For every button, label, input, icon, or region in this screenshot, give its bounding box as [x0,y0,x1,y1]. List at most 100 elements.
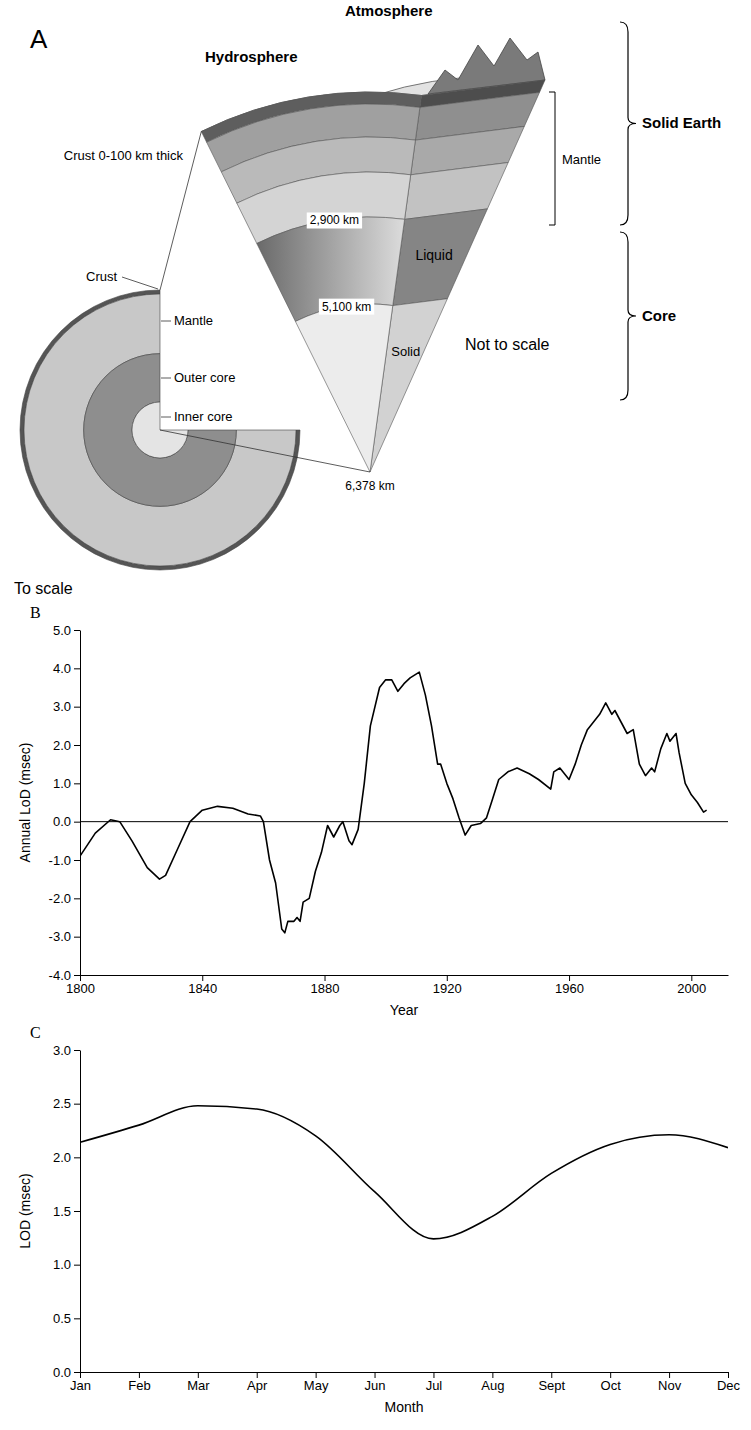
tick-label: 3.0 [53,1043,71,1058]
tick-label: 1880 [311,981,340,996]
axis: -4.0-3.0-2.0-1.00.01.02.03.04.05.0 [49,623,81,983]
x-tick: 1880 [311,975,340,996]
y-tick: 5.0 [53,623,80,638]
x-tick: Aug [481,1372,504,1393]
axis-title: Annual LoD (msec) [17,743,33,863]
leader-line [122,277,158,289]
tick-label: Jul [426,1378,443,1393]
tick-mark [74,745,80,746]
y-tick: 0.0 [53,814,80,829]
panel-label: A [30,24,48,54]
front-face-layer [295,304,392,472]
y-tick: 4.0 [53,661,80,676]
tick-mark [74,668,80,669]
y-tick: 2.5 [53,1096,80,1111]
tick-label: Nov [658,1378,682,1393]
axis-line [80,1051,81,1373]
layer-name: Mantle [174,313,213,328]
tick-label: 5.0 [53,623,71,638]
tick-mark [691,975,692,981]
layer-name: Inner core [174,409,233,424]
tick-mark [80,975,81,981]
tick-label: 0.0 [53,814,71,829]
y-tick: 3.0 [53,1043,80,1058]
y-tick: 3.0 [53,699,80,714]
x-tick: 2000 [677,975,706,996]
tick-mark [74,898,80,899]
tick-mark [198,1372,199,1378]
tick-label: Feb [128,1378,150,1393]
data-line [80,1106,728,1239]
tick-label: 2000 [677,981,706,996]
tick-label: 3.0 [53,699,71,714]
tick-label: Aug [481,1378,504,1393]
phase-label: Liquid [415,247,452,263]
chart-panel: 0.00.51.01.52.02.53.0JanFebMarAprMayJunJ… [17,1024,741,1415]
tick-mark [74,1157,80,1158]
y-tick: 1.0 [53,776,80,791]
tick-mark [492,1372,493,1378]
tick-mark [569,975,570,981]
x-tick: 1920 [433,975,462,996]
tick-mark [325,975,326,981]
axis-line [80,631,81,976]
tick-mark [433,1372,434,1378]
zoom-line [160,430,370,472]
x-tick: Oct [601,1372,622,1393]
tick-mark [139,1372,140,1378]
tick-mark [74,1372,80,1373]
x-tick: Mar [187,1372,210,1393]
tick-mark [74,937,80,938]
view-label: To scale [14,580,73,597]
leader-line [161,417,171,418]
leader-line [161,378,171,379]
tick-label: May [304,1378,329,1393]
axis-line [81,1372,729,1373]
y-tick: -3.0 [49,929,80,944]
tick-mark [257,1372,258,1378]
tick-label: 1800 [66,981,95,996]
tick-mark [551,1372,552,1378]
tick-mark [316,1372,317,1378]
tick-mark [74,1318,80,1319]
tick-label: 1960 [555,981,584,996]
tick-label: Sept [538,1378,565,1393]
tick-label: Dec [717,1378,741,1393]
brace [620,22,636,225]
tick-label: 0.0 [53,1365,71,1380]
tick-label: Mar [187,1378,210,1393]
side-face-layer [393,209,488,306]
leader-line [161,321,171,322]
tick-mark [728,1372,729,1378]
panel-label: B [30,604,41,621]
layer-name: Atmosphere [345,2,433,19]
group-label: Solid Earth [642,114,721,131]
layer-name: Crust 0-100 km thick [64,148,184,163]
layer-name: Hydrosphere [205,48,298,65]
tick-mark [74,707,80,708]
phase-label: Solid [391,344,420,359]
tick-label: -2.0 [49,891,71,906]
tick-mark [74,822,80,823]
x-tick: Dec [717,1372,741,1393]
x-tick: Nov [658,1372,682,1393]
label-background [319,299,374,315]
tick-mark [80,1372,81,1378]
axis: JanFebMarAprMayJunJulAugSeptOctNovDec [70,1372,741,1393]
tick-label: 1.5 [53,1204,71,1219]
tick-label: Jun [365,1378,386,1393]
axis-line [81,975,729,976]
x-tick: Jan [70,1372,91,1393]
x-tick: 1960 [555,975,584,996]
bracket [549,92,555,225]
tick-mark [74,1104,80,1105]
panel-label: C [30,1024,41,1041]
tick-mark [669,1372,670,1378]
tick-mark [447,975,448,981]
tick-mark [202,975,203,981]
tick-label: 1.0 [53,776,71,791]
tick-mark [74,975,80,976]
tick-mark [74,1211,80,1212]
tick-mark [74,1265,80,1266]
x-tick: 1840 [188,975,217,996]
